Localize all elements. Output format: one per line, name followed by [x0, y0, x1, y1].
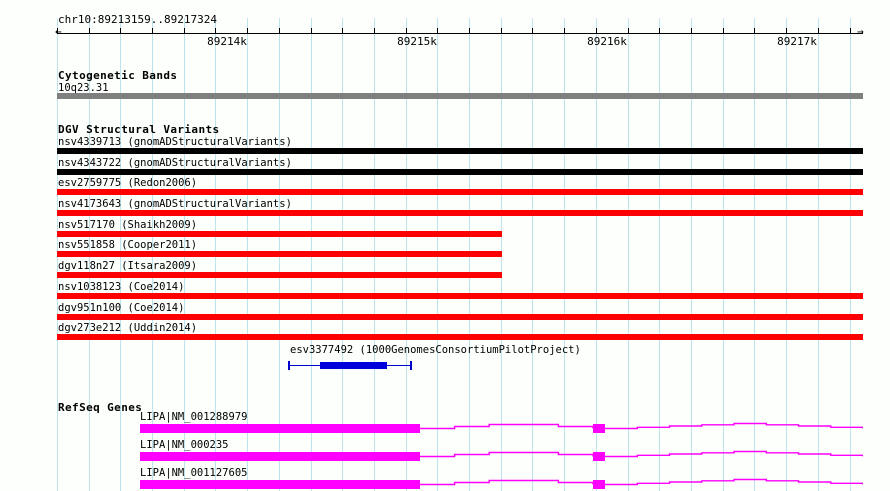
esv-feature-label: esv3377492 (1000GenomesConsortiumPilotPr…	[290, 344, 581, 356]
gene-exon[interactable]	[140, 424, 420, 433]
gene-exon[interactable]	[593, 452, 605, 461]
ruler-tick	[659, 28, 660, 33]
gene-exon[interactable]	[593, 424, 605, 433]
variant-bar[interactable]	[57, 314, 863, 320]
ruler-tick	[691, 28, 692, 33]
variant-label: nsv4339713 (gnomADStructuralVariants)	[58, 136, 292, 148]
ruler-tick-label: 89217k	[777, 35, 817, 48]
ruler-tick	[564, 28, 565, 33]
variant-bar[interactable]	[57, 148, 863, 154]
ruler-tick	[374, 28, 375, 33]
gridline	[754, 18, 755, 491]
ruler-tick	[247, 28, 248, 33]
gridline	[532, 18, 533, 491]
gene-intron-line	[605, 478, 863, 490]
ruler-tick	[279, 28, 280, 33]
ruler-tick	[311, 28, 312, 33]
variant-bar[interactable]	[57, 334, 863, 340]
gene-intron-line	[605, 450, 863, 462]
variant-bar[interactable]	[57, 210, 863, 216]
ruler-tick	[628, 28, 629, 33]
track-title-dgv-structural-variants: DGV Structural Variants	[58, 123, 220, 136]
variant-label: dgv951n100 (Coe2014)	[58, 302, 185, 314]
ruler-tick	[120, 28, 121, 33]
gene-exon[interactable]	[593, 480, 605, 489]
ruler-tick	[501, 28, 502, 33]
gene-intron-line	[420, 450, 593, 462]
esv-end-cap	[288, 361, 290, 370]
ruler-tick-label: 89214k	[207, 35, 247, 48]
ruler-tick-label: 89215k	[397, 35, 437, 48]
gene-exon[interactable]	[140, 452, 420, 461]
ruler-axis[interactable]	[57, 33, 863, 34]
ruler-tick	[818, 28, 819, 33]
ruler-right-arrow-icon[interactable]: →	[857, 25, 864, 38]
gridline	[691, 18, 692, 491]
track-title-cytogenetic-bands: Cytogenetic Bands	[58, 69, 178, 82]
variant-label: nsv551858 (Cooper2011)	[58, 239, 198, 251]
variant-bar[interactable]	[57, 251, 502, 257]
gene-exon[interactable]	[140, 480, 420, 489]
gridline	[786, 18, 787, 491]
ruler-tick-label: 89216k	[587, 35, 627, 48]
ruler-left-arrow-icon[interactable]: ←	[55, 25, 62, 38]
ruler-tick	[437, 28, 438, 33]
ruler-tick	[723, 28, 724, 33]
gridline	[659, 18, 660, 491]
variant-bar[interactable]	[57, 272, 502, 278]
variant-bar[interactable]	[57, 293, 863, 299]
ruler-tick	[406, 28, 407, 33]
gridline	[723, 18, 724, 491]
gridline	[628, 18, 629, 491]
variant-bar[interactable]	[57, 231, 502, 237]
variant-label: nsv4343722 (gnomADStructuralVariants)	[58, 157, 292, 169]
variant-label: nsv1038123 (Coe2014)	[58, 281, 185, 293]
gene-intron-line	[420, 422, 593, 434]
esv-core-block[interactable]	[320, 362, 387, 369]
ruler-tick	[850, 28, 851, 33]
ruler-tick	[152, 28, 153, 33]
cytoband-label: 10q23.31	[58, 82, 109, 94]
cytoband-bar[interactable]	[57, 93, 863, 99]
ruler-tick	[532, 28, 533, 33]
variant-label: nsv4173643 (gnomADStructuralVariants)	[58, 198, 292, 210]
gridline	[850, 18, 851, 491]
gene-label: LIPA|NM_000235	[140, 439, 229, 451]
locus-label: chr10:89213159..89217324	[58, 13, 217, 26]
ruler-tick	[786, 28, 787, 33]
ruler-tick	[57, 28, 58, 33]
variant-label: esv2759775 (Redon2006)	[58, 177, 198, 189]
ruler-tick	[342, 28, 343, 33]
ruler-tick	[596, 28, 597, 33]
ruler-tick	[215, 28, 216, 33]
gridline	[596, 18, 597, 491]
ruler-tick	[89, 28, 90, 33]
ruler-tick	[754, 28, 755, 33]
variant-label: nsv517170 (Shaikh2009)	[58, 219, 198, 231]
gene-label: LIPA|NM_001127605	[140, 467, 248, 479]
variant-label: dgv118n27 (Itsara2009)	[58, 260, 198, 272]
esv-end-cap	[410, 361, 412, 370]
ruler-tick	[469, 28, 470, 33]
gridline	[818, 18, 819, 491]
gene-label: LIPA|NM_001288979	[140, 411, 248, 423]
gene-intron-line	[605, 422, 863, 434]
variant-label: dgv273e212 (Uddin2014)	[58, 322, 198, 334]
gene-intron-line	[420, 478, 593, 490]
track-title-refseq-genes: RefSeq Genes	[58, 401, 143, 414]
ruler-tick	[184, 28, 185, 33]
gridline	[564, 18, 565, 491]
variant-bar[interactable]	[57, 169, 863, 175]
variant-bar[interactable]	[57, 189, 863, 195]
